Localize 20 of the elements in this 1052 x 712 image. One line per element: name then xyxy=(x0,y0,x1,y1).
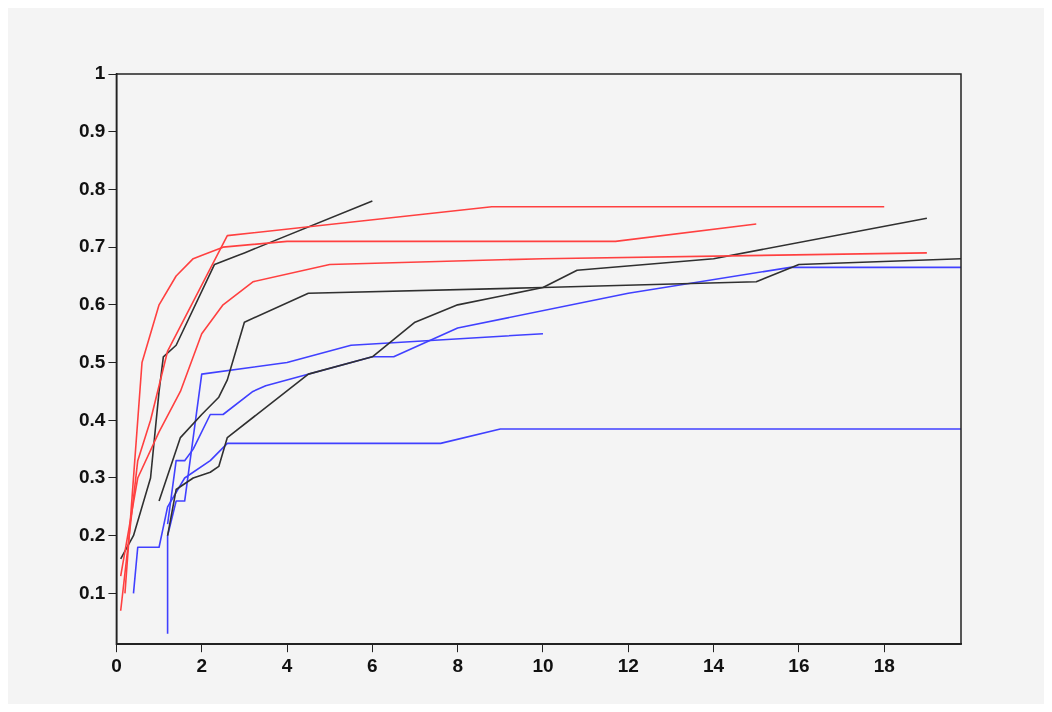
x-tick-label: 10 xyxy=(532,654,554,676)
x-tick-label: 0 xyxy=(111,654,122,676)
x-tick-label: 16 xyxy=(788,654,810,676)
y-tick-label: 0.2 xyxy=(78,523,106,545)
x-tick-label: 18 xyxy=(873,654,895,676)
x-tick-label: 4 xyxy=(281,654,293,676)
y-tick-label: 0.5 xyxy=(78,350,106,372)
y-tick-label: 0.8 xyxy=(78,177,106,199)
x-tick-label: 8 xyxy=(452,654,463,676)
y-tick-label: 0.3 xyxy=(78,466,106,488)
x-tick-label: 12 xyxy=(617,654,639,676)
y-tick-label: 1 xyxy=(94,62,106,84)
y-tick-label: 0.4 xyxy=(78,408,106,430)
y-tick-label: 0.9 xyxy=(78,119,106,141)
y-tick-label: 0.1 xyxy=(78,581,106,603)
x-tick-label: 14 xyxy=(703,654,725,676)
y-tick-label: 0.7 xyxy=(78,235,106,257)
x-tick-label: 2 xyxy=(196,654,208,676)
x-tick-label: 6 xyxy=(367,654,378,676)
y-tick-label: 0.6 xyxy=(78,293,106,315)
